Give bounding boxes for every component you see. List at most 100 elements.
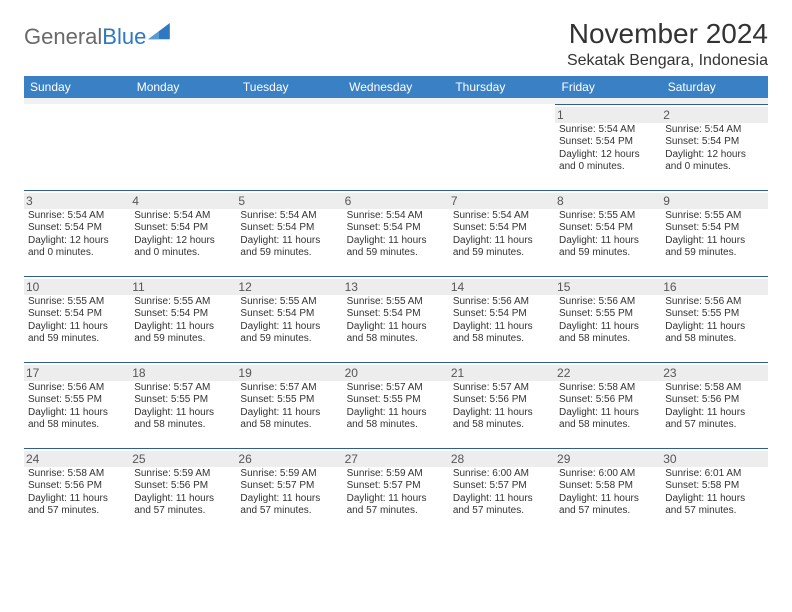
info-line: and 58 minutes. — [240, 419, 338, 432]
info-line: and 59 minutes. — [559, 247, 657, 260]
info-line: Sunset: 5:54 PM — [134, 308, 232, 321]
day-number: 16 — [661, 279, 767, 295]
day-info: Sunrise: 5:55 AMSunset: 5:54 PMDaylight:… — [347, 296, 445, 346]
info-line: and 57 minutes. — [240, 505, 338, 518]
info-line: Daylight: 11 hours — [665, 407, 763, 420]
info-line: Sunset: 5:56 PM — [28, 480, 126, 493]
info-line: Daylight: 11 hours — [347, 493, 445, 506]
day-info: Sunrise: 5:54 AMSunset: 5:54 PMDaylight:… — [559, 124, 657, 174]
day-cell: 15Sunrise: 5:56 AMSunset: 5:55 PMDayligh… — [555, 276, 661, 362]
info-line: Daylight: 11 hours — [347, 235, 445, 248]
info-line: Daylight: 11 hours — [347, 321, 445, 334]
day-number: 13 — [343, 279, 449, 295]
info-line: Daylight: 11 hours — [559, 235, 657, 248]
logo-triangle-icon — [148, 23, 170, 41]
day-cell: 14Sunrise: 5:56 AMSunset: 5:54 PMDayligh… — [449, 276, 555, 362]
day-cell: 12Sunrise: 5:55 AMSunset: 5:54 PMDayligh… — [236, 276, 342, 362]
day-cell: 1Sunrise: 5:54 AMSunset: 5:54 PMDaylight… — [555, 104, 661, 190]
info-line: Daylight: 11 hours — [559, 493, 657, 506]
day-info: Sunrise: 5:57 AMSunset: 5:55 PMDaylight:… — [240, 382, 338, 432]
info-line: and 58 minutes. — [453, 333, 551, 346]
info-line: and 58 minutes. — [134, 419, 232, 432]
info-line: Daylight: 11 hours — [240, 407, 338, 420]
info-line: Daylight: 11 hours — [665, 235, 763, 248]
day-info: Sunrise: 5:54 AMSunset: 5:54 PMDaylight:… — [134, 210, 232, 260]
info-line: Daylight: 12 hours — [665, 149, 763, 162]
day-info: Sunrise: 5:58 AMSunset: 5:56 PMDaylight:… — [665, 382, 763, 432]
day-number: 2 — [661, 107, 767, 123]
day-info: Sunrise: 5:55 AMSunset: 5:54 PMDaylight:… — [240, 296, 338, 346]
info-line: and 57 minutes. — [134, 505, 232, 518]
info-line: Sunset: 5:56 PM — [453, 394, 551, 407]
day-header: Wednesday — [343, 76, 449, 98]
info-line: Daylight: 11 hours — [559, 407, 657, 420]
info-line: Sunset: 5:54 PM — [28, 308, 126, 321]
day-cell: 4Sunrise: 5:54 AMSunset: 5:54 PMDaylight… — [130, 190, 236, 276]
info-line: Daylight: 11 hours — [28, 321, 126, 334]
info-line: Sunset: 5:55 PM — [240, 394, 338, 407]
day-header: Sunday — [24, 76, 130, 98]
info-line: Sunset: 5:54 PM — [240, 222, 338, 235]
day-number: 10 — [24, 279, 130, 295]
day-number: 28 — [449, 451, 555, 467]
calendar-page: GeneralBlue November 2024 Sekatak Bengar… — [0, 0, 792, 534]
info-line: Sunrise: 5:54 AM — [453, 210, 551, 223]
info-line: Sunrise: 5:55 AM — [28, 296, 126, 309]
day-header-row: SundayMondayTuesdayWednesdayThursdayFrid… — [24, 76, 768, 98]
info-line: and 57 minutes. — [28, 505, 126, 518]
info-line: Sunrise: 5:55 AM — [559, 210, 657, 223]
day-info: Sunrise: 5:54 AMSunset: 5:54 PMDaylight:… — [347, 210, 445, 260]
day-info: Sunrise: 5:55 AMSunset: 5:54 PMDaylight:… — [28, 296, 126, 346]
info-line: Sunset: 5:54 PM — [453, 308, 551, 321]
day-info: Sunrise: 5:55 AMSunset: 5:54 PMDaylight:… — [559, 210, 657, 260]
info-line: Sunrise: 5:59 AM — [347, 468, 445, 481]
day-number: 21 — [449, 365, 555, 381]
day-cell: 17Sunrise: 5:56 AMSunset: 5:55 PMDayligh… — [24, 362, 130, 448]
day-cell — [343, 104, 449, 190]
month-title: November 2024 — [567, 18, 768, 50]
info-line: Sunrise: 5:54 AM — [665, 124, 763, 137]
day-cell: 27Sunrise: 5:59 AMSunset: 5:57 PMDayligh… — [343, 448, 449, 534]
info-line: Sunset: 5:54 PM — [559, 222, 657, 235]
info-line: Sunrise: 5:54 AM — [240, 210, 338, 223]
info-line: Daylight: 11 hours — [665, 493, 763, 506]
info-line: Sunset: 5:58 PM — [559, 480, 657, 493]
day-info: Sunrise: 5:55 AMSunset: 5:54 PMDaylight:… — [134, 296, 232, 346]
day-header: Monday — [130, 76, 236, 98]
info-line: and 0 minutes. — [134, 247, 232, 260]
week-row: 10Sunrise: 5:55 AMSunset: 5:54 PMDayligh… — [24, 276, 768, 362]
info-line: Daylight: 11 hours — [240, 493, 338, 506]
day-info: Sunrise: 5:59 AMSunset: 5:56 PMDaylight:… — [134, 468, 232, 518]
info-line: and 57 minutes. — [347, 505, 445, 518]
day-cell: 8Sunrise: 5:55 AMSunset: 5:54 PMDaylight… — [555, 190, 661, 276]
info-line: and 58 minutes. — [347, 419, 445, 432]
info-line: Sunset: 5:54 PM — [453, 222, 551, 235]
calendar-body: 1Sunrise: 5:54 AMSunset: 5:54 PMDaylight… — [24, 104, 768, 534]
day-info: Sunrise: 5:54 AMSunset: 5:54 PMDaylight:… — [453, 210, 551, 260]
info-line: Daylight: 11 hours — [240, 321, 338, 334]
logo-text-general: General — [24, 24, 102, 50]
day-number: 1 — [555, 107, 661, 123]
day-cell: 18Sunrise: 5:57 AMSunset: 5:55 PMDayligh… — [130, 362, 236, 448]
info-line: Sunrise: 5:58 AM — [28, 468, 126, 481]
info-line: Daylight: 11 hours — [28, 493, 126, 506]
info-line: Sunset: 5:56 PM — [559, 394, 657, 407]
info-line: Sunrise: 5:57 AM — [240, 382, 338, 395]
day-cell: 6Sunrise: 5:54 AMSunset: 5:54 PMDaylight… — [343, 190, 449, 276]
day-number: 18 — [130, 365, 236, 381]
day-cell: 16Sunrise: 5:56 AMSunset: 5:55 PMDayligh… — [661, 276, 767, 362]
info-line: Sunset: 5:55 PM — [28, 394, 126, 407]
info-line: Sunset: 5:54 PM — [240, 308, 338, 321]
day-cell: 24Sunrise: 5:58 AMSunset: 5:56 PMDayligh… — [24, 448, 130, 534]
info-line: Daylight: 11 hours — [453, 493, 551, 506]
day-cell: 3Sunrise: 5:54 AMSunset: 5:54 PMDaylight… — [24, 190, 130, 276]
info-line: Sunset: 5:54 PM — [665, 136, 763, 149]
info-line: Sunrise: 5:55 AM — [134, 296, 232, 309]
info-line: Sunrise: 5:55 AM — [240, 296, 338, 309]
logo-text-blue: Blue — [102, 24, 146, 50]
info-line: and 59 minutes. — [240, 247, 338, 260]
info-line: and 59 minutes. — [134, 333, 232, 346]
day-number: 4 — [130, 193, 236, 209]
header: GeneralBlue November 2024 Sekatak Bengar… — [24, 18, 768, 70]
info-line: Sunrise: 5:59 AM — [240, 468, 338, 481]
